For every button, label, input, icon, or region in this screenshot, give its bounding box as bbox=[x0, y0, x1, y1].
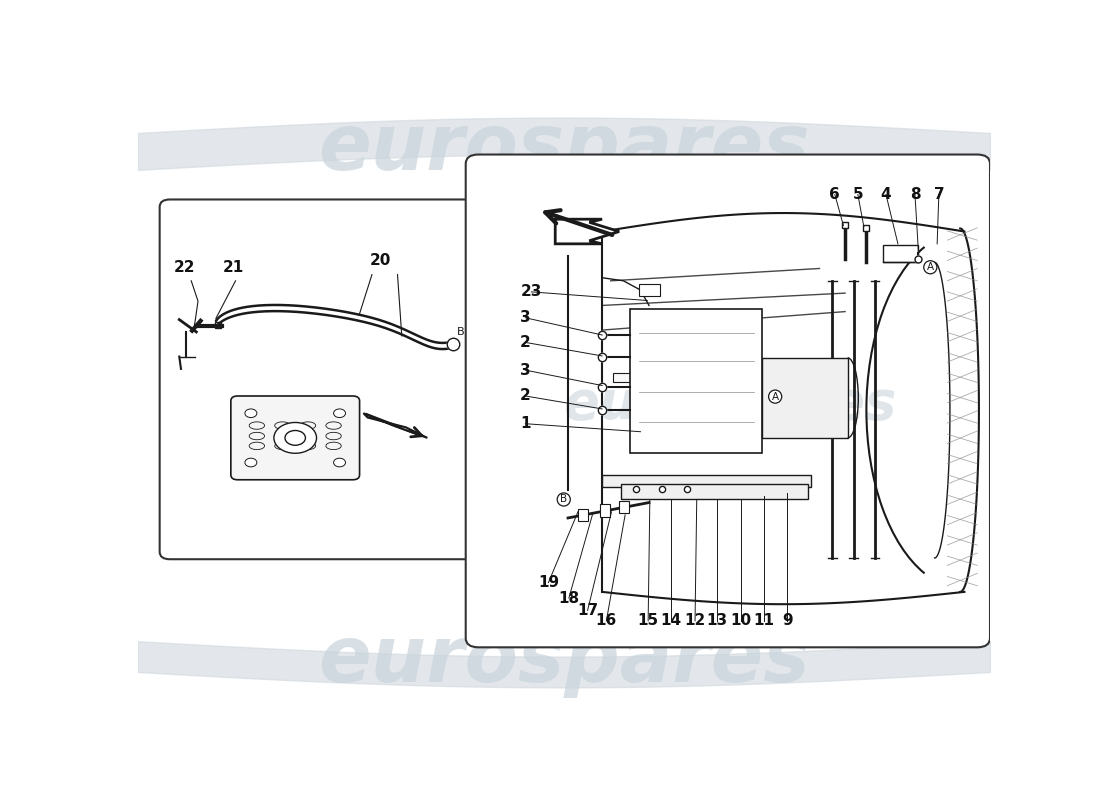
Polygon shape bbox=[363, 414, 427, 438]
Text: 14: 14 bbox=[661, 614, 682, 628]
Text: 9: 9 bbox=[782, 614, 792, 628]
Text: 22: 22 bbox=[174, 260, 195, 274]
Bar bbox=[600, 505, 609, 517]
Text: 18: 18 bbox=[559, 590, 580, 606]
Text: 20: 20 bbox=[370, 254, 392, 269]
Bar bbox=[613, 373, 783, 382]
Circle shape bbox=[333, 458, 345, 467]
Bar bbox=[602, 475, 811, 487]
Text: 2: 2 bbox=[520, 389, 531, 403]
Text: 11: 11 bbox=[754, 614, 774, 628]
Text: 8: 8 bbox=[910, 187, 921, 202]
Text: A: A bbox=[927, 262, 934, 272]
Text: B: B bbox=[458, 327, 465, 337]
Text: 12: 12 bbox=[684, 614, 706, 628]
Text: 1: 1 bbox=[520, 416, 530, 431]
Text: B: B bbox=[560, 494, 568, 505]
Bar bbox=[579, 509, 588, 521]
Bar bbox=[883, 245, 917, 262]
FancyBboxPatch shape bbox=[231, 396, 360, 480]
Text: 19: 19 bbox=[538, 575, 559, 590]
Circle shape bbox=[285, 430, 306, 446]
Text: 4: 4 bbox=[881, 187, 891, 202]
Bar bbox=[762, 358, 848, 438]
Text: 13: 13 bbox=[706, 614, 728, 628]
Text: 15: 15 bbox=[638, 614, 659, 628]
FancyBboxPatch shape bbox=[160, 199, 476, 559]
Text: eurospares: eurospares bbox=[563, 378, 896, 430]
Bar bbox=[639, 284, 660, 296]
Text: 16: 16 bbox=[596, 614, 617, 628]
Text: 10: 10 bbox=[730, 614, 751, 628]
Text: eurospares: eurospares bbox=[318, 110, 810, 186]
Bar bbox=[630, 309, 762, 454]
Text: A: A bbox=[771, 392, 779, 402]
Text: 5: 5 bbox=[852, 187, 864, 202]
Bar bbox=[619, 501, 629, 513]
FancyBboxPatch shape bbox=[465, 154, 990, 647]
Bar bbox=[620, 484, 808, 499]
Text: 6: 6 bbox=[829, 187, 840, 202]
Text: 7: 7 bbox=[934, 187, 944, 202]
Text: 23: 23 bbox=[520, 284, 542, 299]
Text: eurospares: eurospares bbox=[318, 622, 810, 698]
Circle shape bbox=[274, 422, 317, 454]
Text: 2: 2 bbox=[520, 335, 531, 350]
Text: 3: 3 bbox=[520, 310, 530, 326]
Circle shape bbox=[245, 458, 256, 467]
Circle shape bbox=[333, 409, 345, 418]
Text: 3: 3 bbox=[520, 362, 530, 378]
Polygon shape bbox=[556, 219, 619, 244]
Text: 21: 21 bbox=[223, 260, 244, 274]
Text: 17: 17 bbox=[578, 603, 598, 618]
Circle shape bbox=[245, 409, 256, 418]
